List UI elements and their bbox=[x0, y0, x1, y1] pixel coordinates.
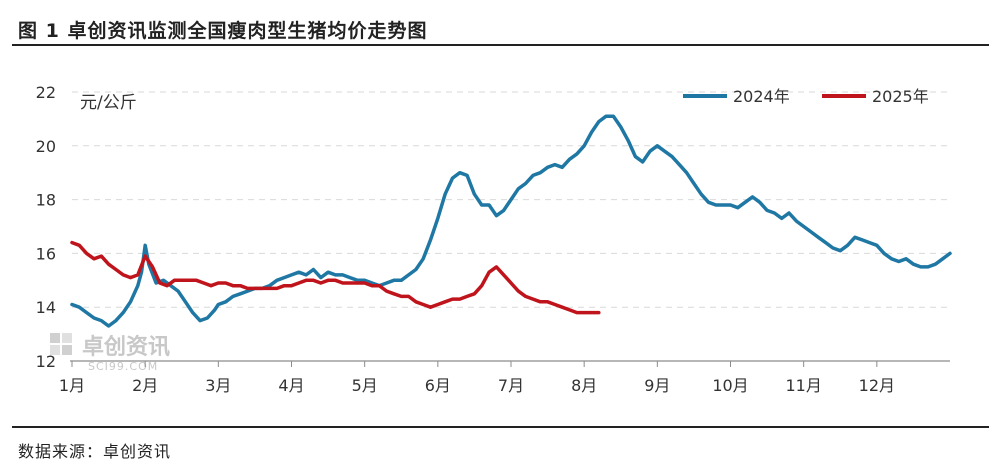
line-chart: 卓创资讯 SCI99.COM 12 14 16 18 20 22 1月 2月 3月 4月 5月 6月… bbox=[36, 83, 952, 395]
x-tick-label: 4月 bbox=[278, 376, 304, 395]
x-tick-label: 5月 bbox=[352, 376, 378, 395]
watermark-name-cn: 卓创资讯 bbox=[82, 335, 170, 360]
legend-label: 2024年 bbox=[733, 87, 790, 106]
watermark-icon bbox=[50, 345, 60, 355]
x-tick-label: 2月 bbox=[132, 376, 158, 395]
y-axis: 12 14 16 18 20 22 bbox=[36, 83, 56, 371]
legend-label: 2025年 bbox=[872, 87, 929, 106]
y-tick-label: 14 bbox=[36, 298, 56, 317]
chart-title: 图 1 卓创资讯监测全国瘦肉型生猪均价走势图 bbox=[18, 20, 428, 42]
title-bar: 图 1 卓创资讯监测全国瘦肉型生猪均价走势图 bbox=[12, 8, 989, 46]
series-lines bbox=[70, 114, 952, 328]
y-axis-unit-label: 元/公斤 bbox=[80, 93, 137, 113]
watermark-icon bbox=[62, 345, 72, 355]
x-tick-label: 11月 bbox=[785, 376, 821, 395]
x-axis: 1月 2月 3月 4月 5月 6月 7月 8月 9月 10月 11月 12月 bbox=[59, 360, 950, 395]
x-tick-label: 12月 bbox=[859, 376, 895, 395]
x-tick-label: 7月 bbox=[498, 376, 524, 395]
x-tick-label: 3月 bbox=[205, 376, 231, 395]
series-line-2025 bbox=[70, 240, 601, 315]
watermark-icon bbox=[62, 333, 72, 343]
y-tick-label: 22 bbox=[36, 83, 56, 102]
y-tick-label: 16 bbox=[36, 244, 56, 263]
x-tick-label: 8月 bbox=[571, 376, 597, 395]
x-tick-label: 9月 bbox=[644, 376, 670, 395]
watermark-logo: 卓创资讯 SCI99.COM bbox=[50, 333, 170, 373]
y-tick-label: 20 bbox=[36, 137, 56, 156]
watermark-icon bbox=[50, 333, 60, 343]
series-line-2024 bbox=[70, 114, 952, 328]
watermark-name-en: SCI99.COM bbox=[88, 360, 158, 373]
data-source: 数据来源：卓创资讯 bbox=[18, 442, 172, 461]
x-tick-label: 6月 bbox=[425, 376, 451, 395]
chart-area: 卓创资讯 SCI99.COM 12 14 16 18 20 22 1月 2月 3月 4月 5月 6月… bbox=[0, 48, 1001, 418]
y-tick-label: 18 bbox=[36, 191, 56, 210]
x-tick-label: 10月 bbox=[712, 376, 748, 395]
y-tick-label: 12 bbox=[36, 352, 56, 371]
x-tick-label: 1月 bbox=[59, 376, 85, 395]
legend: 2024年 2025年 bbox=[683, 87, 929, 106]
source-bar: 数据来源：卓创资讯 bbox=[12, 426, 989, 464]
